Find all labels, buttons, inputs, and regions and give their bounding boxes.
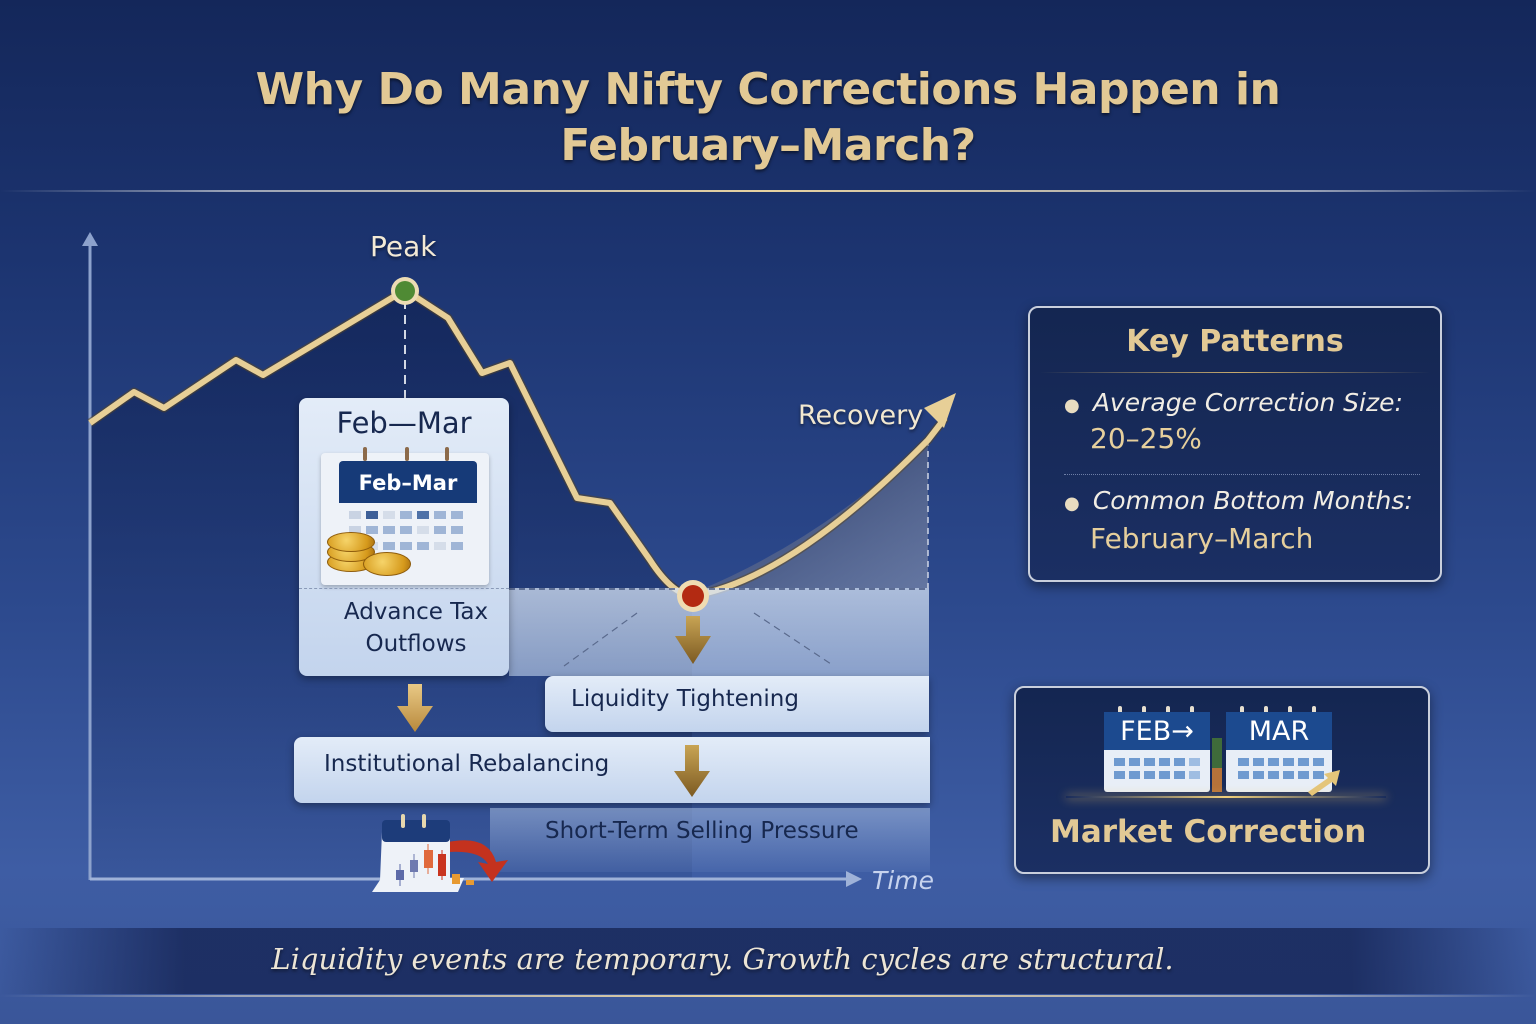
step-short-term-selling-label: Short-Term Selling Pressure [545, 818, 859, 844]
title-line-1: Why Do Many Nifty Corrections Happen in [255, 64, 1281, 115]
bottom-marker-group [675, 580, 711, 664]
feb-mar-label: Feb—Mar [336, 406, 472, 440]
feb-mar-card: Feb—Mar Feb–Mar Advance Tax Outflows [299, 398, 509, 676]
mar-calendar-icon: MAR [1226, 706, 1332, 792]
recovery-label: Recovery [798, 400, 924, 431]
title-divider [0, 190, 1536, 192]
step-institutional-rebalancing: Institutional Rebalancing [294, 737, 930, 803]
pattern-separator [1064, 474, 1420, 475]
step-liquidity-tightening: Liquidity Tightening [545, 676, 929, 732]
key-patterns-divider [1040, 372, 1430, 373]
pattern-label: Common Bottom Months: [1092, 486, 1413, 515]
pattern-item: ● Common Bottom Months: [1064, 486, 1413, 515]
footer-quote: Liquidity events are temporary. Growth c… [271, 942, 1174, 976]
mar-calendar-label: MAR [1226, 712, 1332, 750]
market-correction-panel: FEB→ MAR Market Correction [1014, 686, 1430, 874]
step-short-term-selling-band [490, 808, 930, 872]
footer-divider [0, 995, 1536, 997]
recovery-shade [700, 440, 928, 590]
bullet-icon: ● [1064, 493, 1080, 514]
coins-icon [327, 526, 417, 576]
glow-divider [1066, 796, 1386, 798]
down-arrow-icon [397, 684, 433, 732]
key-patterns-title: Key Patterns [1126, 324, 1344, 359]
bottom-marker-icon [682, 585, 704, 607]
pattern-value: February–March [1090, 522, 1314, 555]
x-axis-arrow-icon [846, 871, 862, 887]
calendar-header: Feb–Mar [339, 461, 477, 503]
market-correction-label: Market Correction [1050, 814, 1367, 850]
pattern-item: ● Average Correction Size: [1064, 388, 1403, 417]
step-label: Liquidity Tightening [571, 686, 799, 712]
recovery-arrowhead-icon [924, 393, 956, 428]
liquidity-band [509, 588, 929, 676]
step-label: Institutional Rebalancing [324, 751, 610, 777]
bullet-icon: ● [1064, 395, 1080, 416]
down-arrow-icon [674, 745, 710, 797]
peak-label: Peak [370, 230, 437, 263]
advance-tax-label: Advance Tax Outflows [343, 599, 489, 657]
down-arrow-icon [675, 616, 711, 664]
candlestick-calendar-icon [372, 814, 508, 892]
x-axis-label: Time [872, 866, 934, 895]
feb-calendar-label: FEB→ [1104, 712, 1210, 750]
feb-calendar-icon: FEB→ [1104, 706, 1210, 792]
pattern-value: 20–25% [1090, 422, 1202, 455]
title-line-2: February–March? [560, 120, 976, 171]
trend-arrow-icon [1308, 770, 1340, 796]
footer-band [0, 928, 1536, 994]
page-title: Why Do Many Nifty Corrections Happen in … [0, 62, 1536, 174]
key-patterns-panel: Key Patterns ● Average Correction Size: … [1028, 306, 1442, 582]
y-axis-arrow-icon [82, 232, 98, 246]
peak-marker-icon [395, 281, 415, 301]
pattern-label: Average Correction Size: [1092, 388, 1403, 417]
